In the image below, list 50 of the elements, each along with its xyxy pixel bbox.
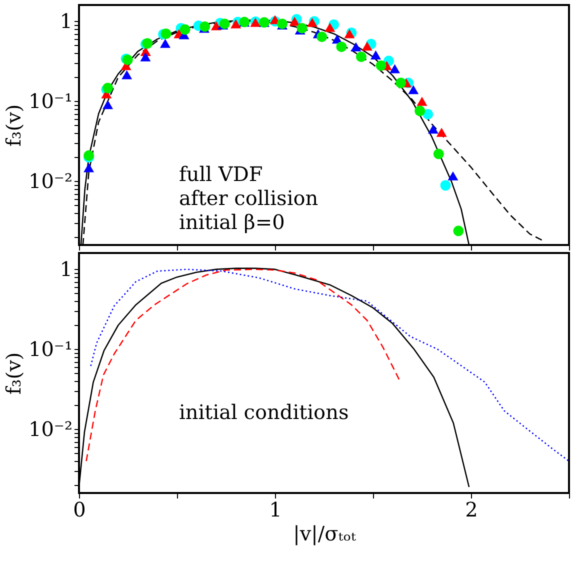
point <box>289 16 300 26</box>
point <box>356 52 366 62</box>
y-tick-label: 10⁻¹ <box>28 336 72 361</box>
x-axis-title: |v|/σₜₒₜ <box>293 522 356 546</box>
point <box>316 32 328 42</box>
point <box>122 70 132 80</box>
point <box>396 78 406 88</box>
y-tick-label: 1 <box>60 256 72 281</box>
y-tick-label: 10⁻² <box>28 168 72 193</box>
point <box>160 38 170 48</box>
y-axis-title: f₃(v) <box>1 352 26 395</box>
point <box>362 42 372 51</box>
point <box>336 42 347 52</box>
y-tick-label: 10⁻² <box>28 416 72 441</box>
line-series <box>90 268 569 462</box>
point <box>370 50 381 60</box>
point <box>428 124 438 134</box>
annotation: after collision <box>179 186 318 210</box>
point <box>414 106 426 116</box>
point <box>296 22 308 34</box>
point <box>433 148 444 160</box>
point <box>422 108 434 120</box>
point <box>408 85 419 94</box>
annotation: initial conditions <box>179 400 349 424</box>
point <box>210 21 222 30</box>
x-tick-label: 1 <box>269 498 282 522</box>
point <box>200 21 210 32</box>
point <box>390 64 400 74</box>
point <box>416 96 428 106</box>
point <box>440 180 451 191</box>
point <box>350 42 362 52</box>
point <box>160 28 172 39</box>
x-tick-label: 2 <box>465 498 478 522</box>
point <box>436 128 447 137</box>
annotation: initial β=0 <box>179 210 285 234</box>
point <box>180 24 190 35</box>
y-axis-title: f₃(v) <box>1 104 26 147</box>
annotation: full VDF <box>179 162 263 186</box>
y-tick-label: 1 <box>60 8 72 33</box>
y-tick-label: 10⁻¹ <box>28 88 72 113</box>
point <box>84 163 94 172</box>
point <box>453 226 464 236</box>
x-tick-label: 0 <box>73 498 86 522</box>
point <box>324 22 336 32</box>
point <box>102 100 114 110</box>
line-series <box>86 268 402 462</box>
point <box>376 60 386 71</box>
point <box>140 52 151 62</box>
point <box>448 171 458 180</box>
point <box>230 19 242 28</box>
